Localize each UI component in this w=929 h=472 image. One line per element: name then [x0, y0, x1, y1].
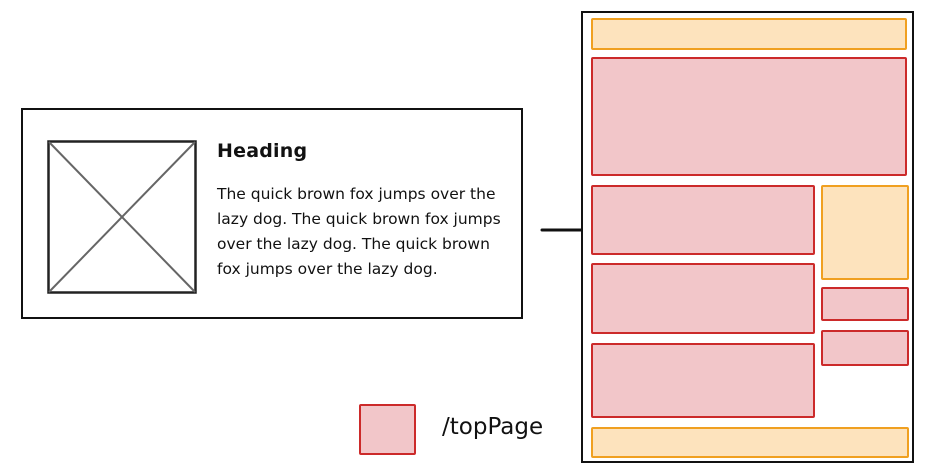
image-placeholder-icon [47, 140, 197, 294]
card-body-text: The quick brown fox jumps over the lazy … [217, 185, 501, 278]
sidebar-small-block-1 [821, 287, 909, 321]
content-block-1 [591, 185, 815, 255]
sidebar-small-block-2 [821, 330, 909, 366]
footer-block [591, 427, 909, 458]
content-block-2 [591, 263, 815, 334]
sidebar-block [821, 185, 909, 280]
page-wireframe [581, 11, 914, 463]
content-card: Heading The quick brown fox jumps over t… [21, 108, 523, 319]
content-block-3 [591, 343, 815, 418]
legend-label: /topPage [442, 414, 544, 440]
legend-swatch [359, 404, 416, 455]
hero-block [591, 57, 907, 176]
card-heading: Heading [217, 140, 308, 162]
header-block [591, 18, 907, 50]
